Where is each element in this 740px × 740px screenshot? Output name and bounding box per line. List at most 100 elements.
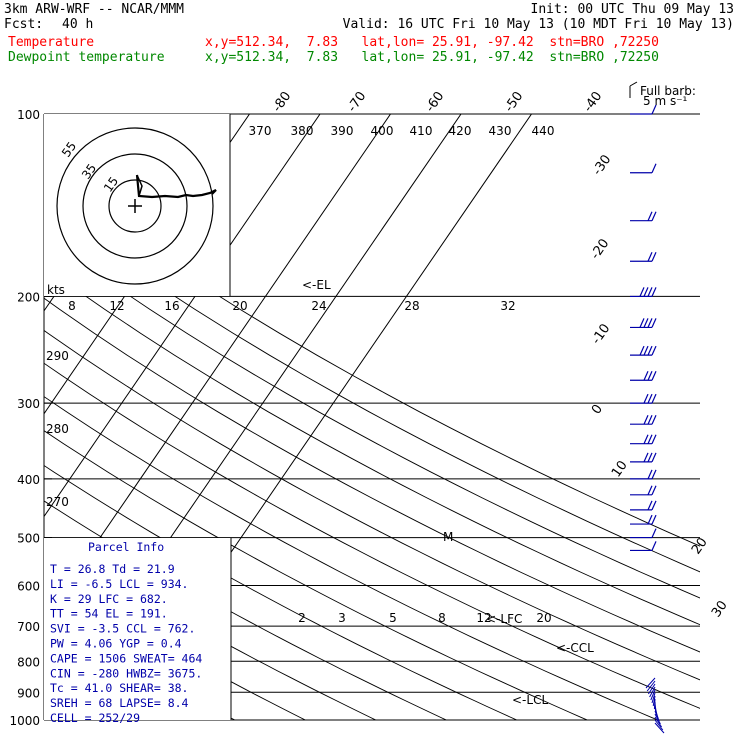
dewpoint-legend-label: Dewpoint temperature	[8, 50, 165, 65]
forecast-label: Fcst:	[4, 17, 44, 32]
mixing-ratio-label: 12	[476, 611, 491, 625]
mixing-ratio-label: 5	[389, 611, 397, 625]
wind-barb-flag	[643, 414, 649, 425]
temperature-tick-label: 30	[709, 598, 731, 620]
wind-barb-flag	[651, 469, 657, 480]
temperature-tick-label: 20	[689, 535, 711, 557]
hodograph-axis-tick: 28	[404, 299, 419, 313]
wind-barb-flag	[651, 541, 657, 551]
dry-adiabat-line	[44, 362, 700, 709]
temperature-tick-label: -10	[589, 321, 613, 347]
parcel-info-row: LI = -6.5 LCL = 934.	[50, 577, 188, 591]
wind-barb-flag	[647, 287, 653, 297]
parcel-info-row: SREH = 68 LAPSE= 8.4	[50, 696, 189, 710]
moist-adiabat-line	[0, 296, 1, 732]
parcel-info-row: SVI = -3.5 CCL = 762.	[50, 622, 195, 636]
wind-barb-flag	[647, 370, 653, 381]
wind-barb-flag	[651, 287, 657, 297]
wind-barb-lower	[654, 716, 663, 728]
hodograph-axis-tick: 12	[109, 299, 124, 313]
wind-barb-lower	[654, 719, 664, 731]
wind-barb-lower	[654, 713, 661, 725]
theta-label: 440	[532, 124, 555, 138]
wind-barb-flag	[651, 318, 657, 328]
parcel-info-row: TT = 54 EL = 191.	[50, 607, 168, 621]
temperature-station-info: x,y=512.34, 7.83 lat,lon= 25.91, -97.42 …	[205, 35, 659, 50]
level-annotations: <-EL <-LFC <-CCL <-LCL M	[302, 278, 594, 707]
wind-barb-lower	[652, 695, 656, 707]
dry-adiabat-line	[44, 396, 659, 720]
wind-barb-lower	[654, 710, 660, 722]
theta-label: 290	[46, 349, 69, 363]
mixing-ratio-label: 2	[298, 611, 306, 625]
dry-adiabat-line	[44, 430, 589, 720]
hodograph-speed-unit: kts	[47, 283, 65, 297]
pressure-tick-label: 800	[17, 655, 40, 669]
temperature-tick-label: -50	[502, 89, 526, 115]
dry-adiabat-line	[0, 139, 45, 733]
theta-label: 270	[46, 495, 69, 509]
parcel-info-row: Tc = 41.0 SHEAR= 38.	[50, 681, 188, 695]
parcel-box-background	[44, 538, 231, 720]
pressure-tick-label: 700	[17, 620, 40, 634]
temperature-tick-label: 10	[609, 458, 631, 480]
dry-adiabat-line	[44, 329, 700, 681]
barb-legend-flag	[629, 81, 638, 87]
theta-label: 430	[489, 124, 512, 138]
wind-barb-flag	[639, 287, 645, 297]
wind-barb-flag	[651, 528, 657, 538]
ccl-annotation: <-CCL	[556, 641, 594, 655]
theta-label: 380	[291, 124, 314, 138]
temperature-tick-label: -80	[270, 89, 294, 115]
wind-barb-lower	[651, 692, 656, 704]
pressure-tick-label: 1000	[9, 714, 40, 728]
pressure-tick-label: 500	[17, 532, 40, 546]
wind-barb-flag	[651, 434, 657, 444]
wind-barb-flag	[643, 370, 649, 381]
mixing-ratio-label: 3	[338, 611, 346, 625]
theta-label: 410	[410, 124, 433, 138]
wind-barb-flag	[651, 500, 657, 511]
m-annotation: M	[443, 530, 453, 544]
pressure-tick-label: 400	[17, 473, 40, 487]
wind-barb-flag	[651, 370, 657, 381]
wind-barb-flag	[647, 414, 653, 425]
lfc-annotation: <-LFC	[486, 612, 522, 626]
temperature-legend-label: Temperature	[8, 35, 95, 50]
pressure-tick-label: 300	[17, 397, 40, 411]
parcel-info-title: Parcel Info	[88, 540, 164, 554]
wind-barb-flag	[643, 345, 649, 356]
wind-barb-flag	[647, 485, 653, 496]
theta-label: 370	[249, 124, 272, 138]
wind-barb-flag	[647, 434, 653, 444]
hodograph-ring	[82, 153, 188, 259]
barb-legend-unit: 5 m s⁻¹	[643, 94, 688, 108]
mixing-ratio-label: 8	[438, 611, 446, 625]
wind-barb-lower	[649, 686, 656, 698]
wind-barb-flag	[651, 452, 657, 463]
parcel-info-row: CAPE = 1506 SWEAT= 464	[50, 651, 202, 665]
temperature-tick-label: -40	[581, 89, 605, 115]
hodograph-axis-tick: 20	[232, 299, 247, 313]
wind-barb-flag	[647, 211, 653, 221]
isotherm-line	[44, 114, 392, 621]
dry-adiabat-line	[44, 297, 700, 653]
hodograph-trace	[135, 174, 217, 199]
pressure-tick-label: 100	[17, 108, 40, 122]
temperature-tick-label: -30	[590, 152, 614, 178]
wind-barb-lower	[645, 677, 656, 689]
dry-adiabat-line	[44, 234, 700, 599]
wind-barb-flag	[647, 452, 653, 463]
valid-time: Valid: 16 UTC Fri 10 May 13 (10 MDT Fri …	[342, 17, 734, 32]
parcel-info-row: PW = 4.06 YGP = 0.4	[50, 637, 182, 651]
pressure-tick-label: 600	[17, 580, 40, 594]
dewpoint-station-info: x,y=512.34, 7.83 lat,lon= 25.91, -97.42 …	[205, 50, 659, 65]
wind-barb-flag	[647, 345, 653, 356]
wind-barb-flag	[643, 452, 649, 463]
wind-barb-flag	[647, 469, 653, 480]
hodograph-ring	[108, 179, 162, 233]
hodograph-background	[44, 114, 230, 296]
pressure-tick-label: 200	[17, 290, 40, 304]
